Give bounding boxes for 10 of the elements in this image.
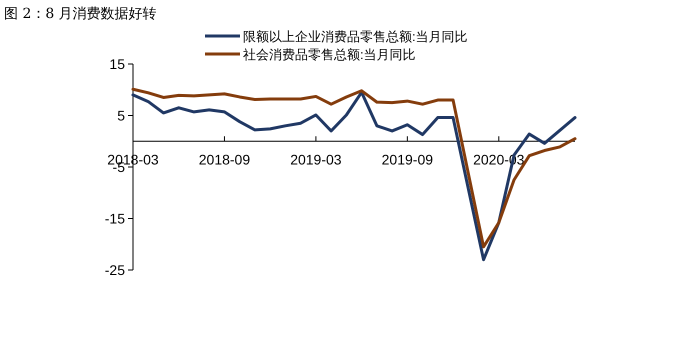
legend-label: 社会消费品零售总额:当月同比 bbox=[243, 47, 416, 62]
y-tick-label: -15 bbox=[104, 210, 126, 226]
y-tick-label: 15 bbox=[109, 56, 126, 72]
chart-title: 图 2：8 月消费数据好转 bbox=[4, 6, 157, 22]
y-tick-label: -25 bbox=[104, 262, 126, 278]
x-tick-label: 2019-03 bbox=[290, 151, 342, 168]
x-tick-label: 2018-09 bbox=[198, 151, 250, 168]
x-tick-label: 2019-09 bbox=[382, 151, 434, 168]
legend-label: 限额以上企业消费品零售总额:当月同比 bbox=[243, 29, 468, 44]
y-tick-label: 5 bbox=[117, 108, 126, 124]
